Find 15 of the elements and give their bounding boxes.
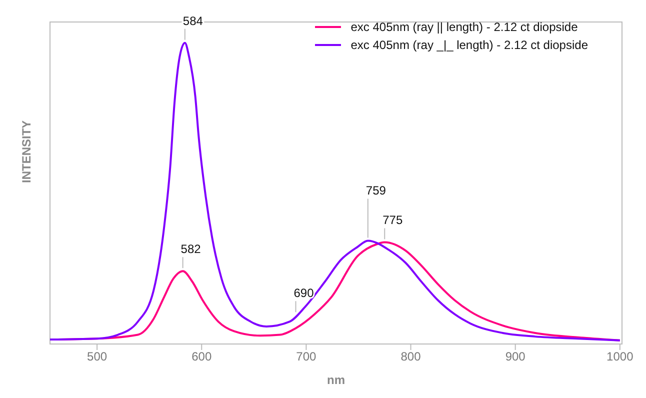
x-tick-label: 600: [192, 350, 212, 364]
legend-label: exc 405nm (ray _|_ length) - 2.12 ct diopside: [350, 38, 588, 52]
annotation: 775: [382, 213, 403, 228]
annotation: 690: [294, 286, 314, 300]
x-axis-title: nm: [327, 373, 345, 387]
x-tick-label: 700: [296, 350, 317, 364]
legend-label: exc 405nm (ray || length) - 2.12 ct diopside: [350, 20, 578, 34]
annotation: 759: [366, 184, 386, 198]
annotation: 584: [182, 14, 204, 28]
annotation: 582: [180, 242, 202, 256]
x-tick-label: 900: [505, 350, 526, 364]
y-axis-title: INTENSITY: [19, 120, 34, 183]
x-tick-label: 800: [400, 350, 422, 364]
x-tick-label: 500: [87, 350, 108, 364]
x-tick-label: 1000: [606, 350, 634, 364]
